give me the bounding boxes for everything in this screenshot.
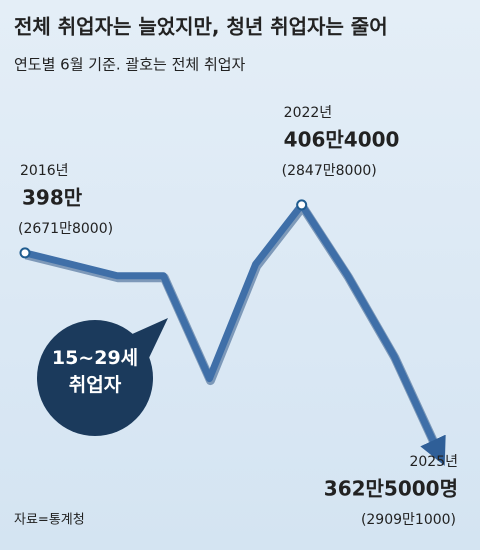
source: 자료=통계청 — [14, 513, 85, 528]
value-label: 398만 — [22, 185, 83, 209]
legend-bubble — [37, 320, 153, 436]
year-label: 2025년 — [409, 454, 458, 470]
total-label: (2671만8000) — [18, 221, 113, 237]
point — [19, 247, 31, 259]
legend-label: 15~29세 취업자 — [51, 347, 139, 396]
value-label: 406만4000 — [284, 127, 400, 151]
year-label: 2022년 — [284, 105, 333, 121]
line — [24, 201, 446, 466]
total-label: (2847만8000) — [282, 163, 377, 179]
chart-title: 전체 취업자는 늘었지만, 청년 취업자는 줄어 — [14, 15, 388, 39]
total-label: (2909만1000) — [361, 512, 456, 528]
subtitle: 연도별 6월 기준. 괄호는 전체 취업자 — [14, 56, 246, 74]
point — [296, 199, 308, 211]
value-label: 362만5000명 — [324, 477, 458, 501]
year-label: 2016년 — [20, 163, 69, 179]
bubble-tail — [130, 318, 168, 360]
